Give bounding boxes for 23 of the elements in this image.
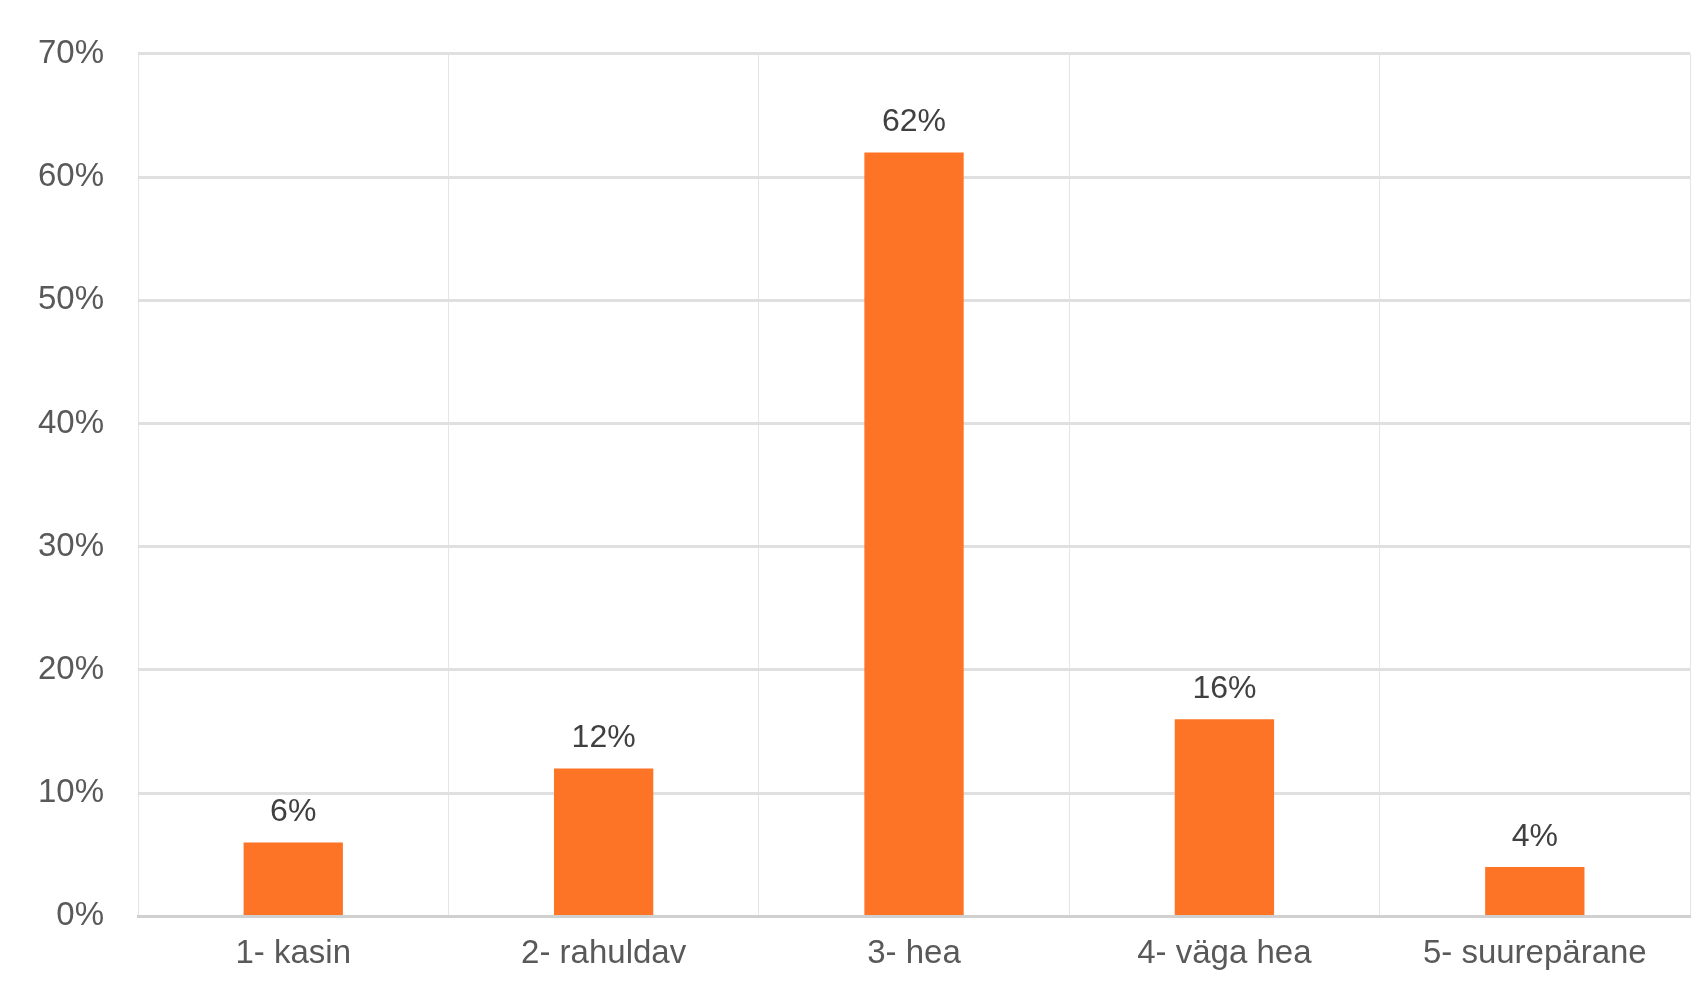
data-label: 12% [571, 718, 636, 755]
y-tick-label: 10% [37, 772, 105, 810]
data-label: 4% [1511, 816, 1558, 853]
data-label: 16% [1192, 669, 1257, 706]
bar [864, 152, 964, 915]
y-tick-label: 50% [37, 279, 105, 317]
data-label: 62% [882, 102, 947, 139]
x-tick-label: 2- rahuldav [521, 933, 687, 971]
x-tick-label: 1- kasin [235, 933, 352, 971]
x-tick-label: 4- väga hea [1137, 933, 1313, 971]
x-tick-label: 5- suurepärane [1422, 933, 1647, 971]
y-tick-label: 70% [37, 32, 105, 70]
data-label: 6% [270, 792, 317, 829]
y-tick-label: 40% [37, 402, 105, 440]
y-tick-label: 60% [37, 156, 105, 194]
y-tick-label: 30% [37, 525, 105, 563]
x-tick-label: 3- hea [867, 933, 962, 971]
y-tick-label: 0% [56, 895, 105, 933]
bar [553, 768, 654, 915]
bar [243, 842, 343, 915]
bar [1485, 867, 1585, 915]
bar [1174, 719, 1275, 915]
y-tick-label: 20% [37, 649, 105, 687]
